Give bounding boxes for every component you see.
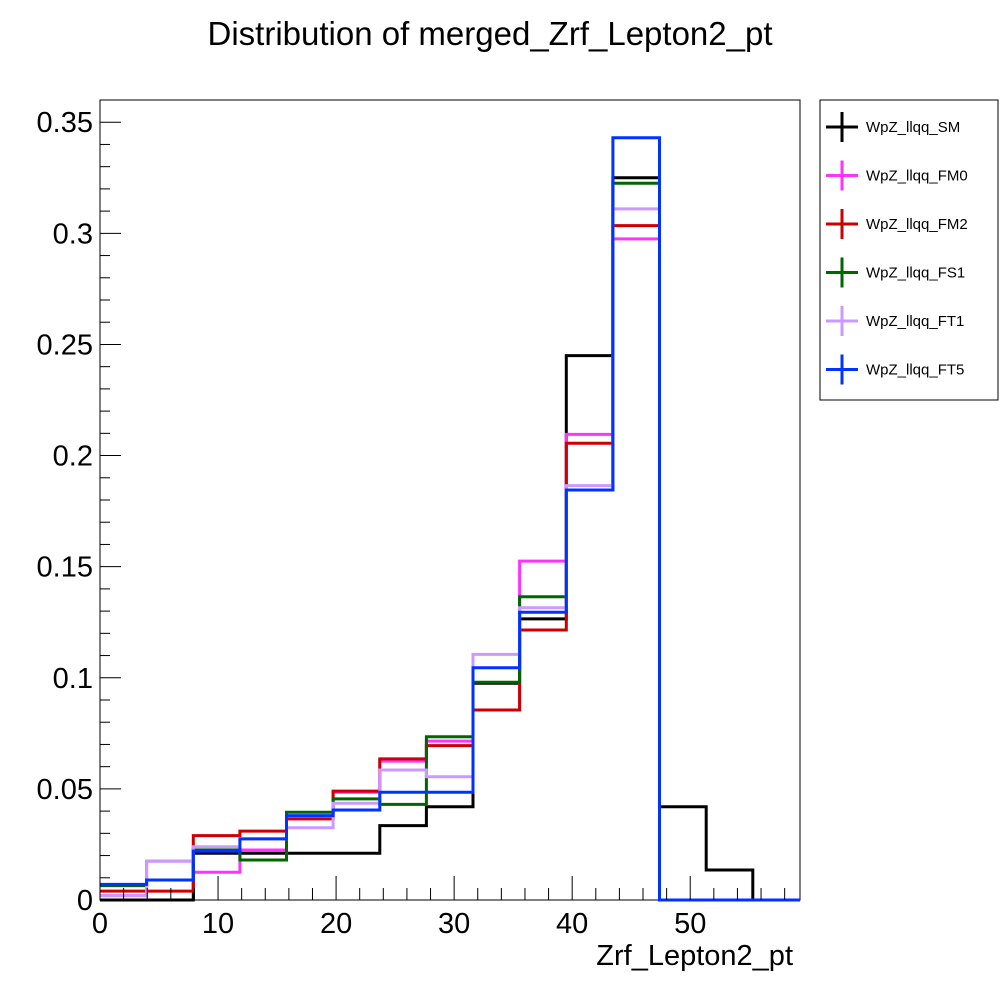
legend-label: WpZ_llqq_SM [866, 119, 960, 136]
series-line-WpZ_llqq_FT1 [100, 207, 800, 902]
legend-label: WpZ_llqq_FM2 [866, 216, 968, 233]
y-tick-label: 0.15 [37, 552, 93, 584]
x-tick-label: 40 [556, 908, 588, 940]
x-tick-label: 0 [92, 908, 108, 940]
x-axis-title: Zrf_Lepton2_pt [596, 940, 793, 972]
y-tick-label: 0.1 [53, 663, 93, 695]
y-tick-label: 0 [77, 885, 93, 917]
legend-label: WpZ_llqq_FT5 [866, 362, 964, 379]
y-tick-label: 0.35 [37, 107, 93, 139]
y-tick-label: 0.3 [53, 218, 93, 250]
legend-label: WpZ_llqq_FS1 [866, 265, 965, 282]
chart-title: Distribution of merged_Zrf_Lepton2_pt [208, 15, 773, 52]
x-tick-label: 30 [438, 908, 470, 940]
legend-box [819, 99, 999, 401]
x-tick-label: 20 [320, 908, 352, 940]
series-line-WpZ_llqq_FT5 [100, 136, 800, 902]
y-tick-label: 0.2 [53, 441, 93, 473]
axis-layer: 0 10 20 30 40 50 0 0.05 0.1 0.15 0.2 0.25 0.3 0.35 [37, 99, 786, 940]
x-tick-label: 10 [202, 908, 234, 940]
series-line-WpZ_llqq_FM0 [100, 237, 800, 902]
legend: WpZ_llqq_SM WpZ_llqq_FM0 WpZ_llqq_FM2 WpZ_l… [819, 99, 999, 401]
series-layer [100, 136, 800, 902]
legend-label: WpZ_llqq_FT1 [866, 313, 964, 330]
legend-label: WpZ_llqq_FM0 [866, 168, 968, 185]
y-tick-label: 0.25 [37, 329, 93, 361]
x-tick-label: 50 [674, 908, 706, 940]
series-line-WpZ_llqq_FM2 [100, 224, 800, 902]
y-tick-label: 0.05 [37, 774, 93, 806]
plot-frame [99, 99, 801, 901]
